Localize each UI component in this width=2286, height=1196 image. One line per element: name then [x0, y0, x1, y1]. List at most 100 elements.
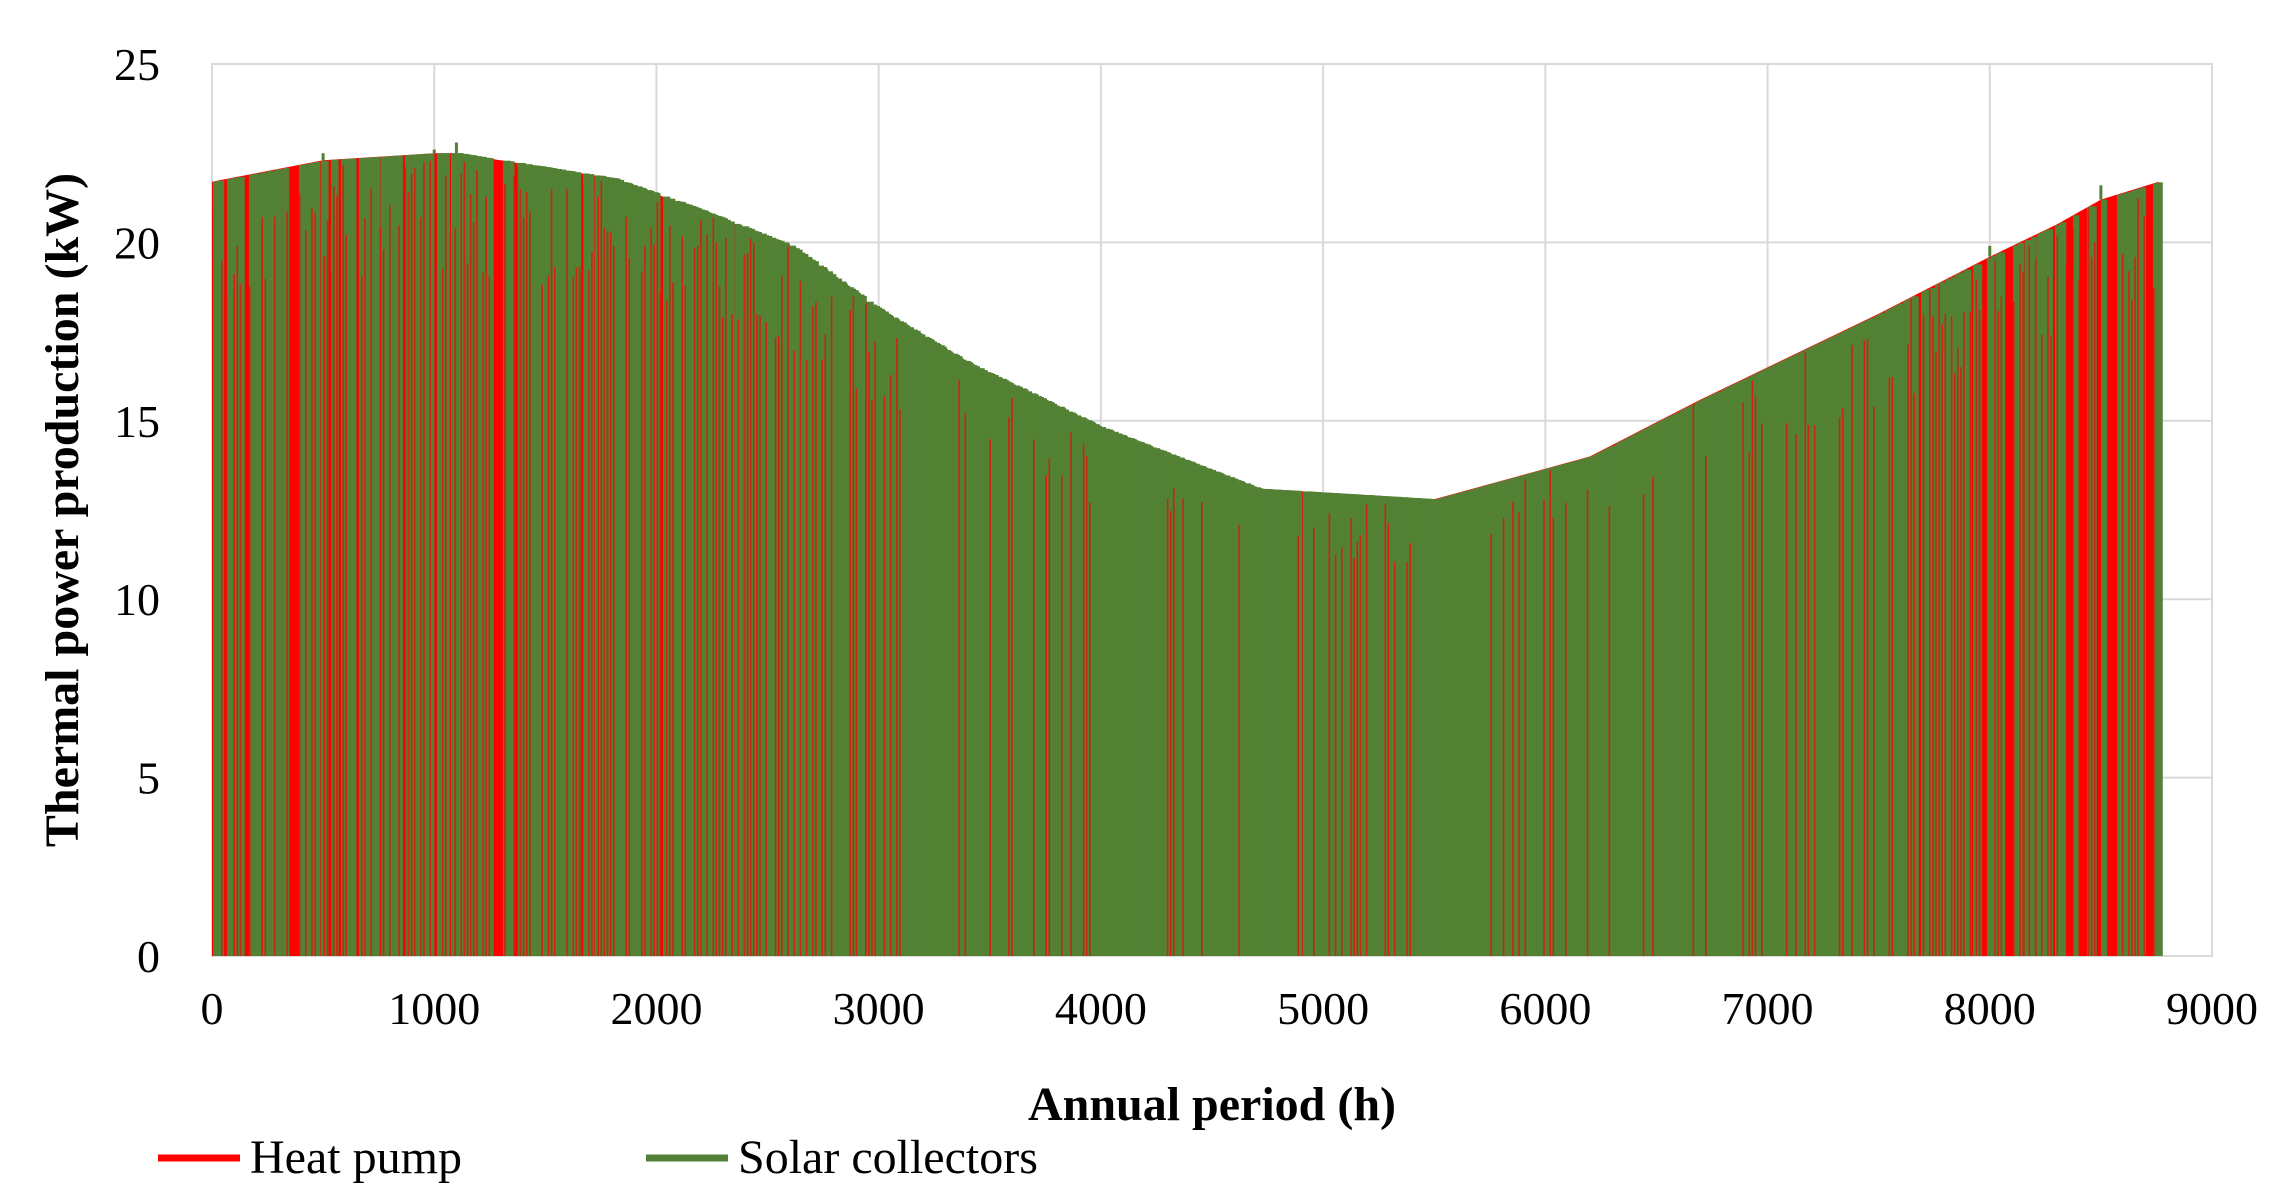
- x-tick-label: 0: [201, 983, 224, 1034]
- solar-collectors-bar: [444, 153, 450, 956]
- solar-collectors-bar: [1396, 497, 1403, 956]
- solar-collectors-bar: [2018, 242, 2025, 956]
- legend-label-solar-collectors: Solar collectors: [738, 1131, 1038, 1184]
- y-tick-label: 10: [114, 574, 160, 625]
- solar-collectors-bar: [384, 156, 392, 956]
- solar-collectors-bar: [350, 158, 357, 956]
- solar-collectors-bar: [1674, 412, 1682, 956]
- solar-collectors-bar: [346, 158, 354, 956]
- solar-collectors-bar: [1986, 258, 1995, 956]
- solar-collectors-bar: [664, 197, 671, 956]
- solar-collectors-bar: [1924, 290, 1932, 956]
- solar-collectors-bar: [1990, 256, 1997, 956]
- solar-collectors-bar: [1946, 278, 1955, 956]
- y-tick-label: 15: [114, 396, 160, 447]
- solar-collectors-bar: [598, 176, 607, 956]
- solar-collectors-bar: [362, 157, 370, 956]
- x-tick-label: 5000: [1277, 983, 1369, 1034]
- solar-collectors-bar: [1296, 491, 1303, 956]
- solar-collectors-bar: [260, 172, 268, 956]
- solar-collectors-bar: [1940, 281, 1948, 956]
- solar-collectors-bar: [918, 334, 926, 956]
- solar-collectors-bar: [226, 178, 234, 956]
- solar-collectors-bar: [372, 157, 381, 956]
- solar-collectors-bar: [298, 165, 305, 956]
- legend-item-solar-collectors: Solar collectors: [646, 1131, 1038, 1184]
- solar-collectors-bar: [866, 301, 874, 956]
- solar-collectors-bar: [2030, 236, 2037, 956]
- solar-collectors-bar: [834, 278, 843, 956]
- solar-collectors-bar: [268, 170, 276, 956]
- solar-collectors-bar: [474, 156, 483, 956]
- solar-collectors-bar: [1434, 499, 1442, 956]
- solar-collectors-bar: [506, 161, 515, 956]
- solar-collectors-bar: [582, 173, 590, 956]
- y-tick-label: 0: [137, 931, 160, 982]
- solar-collectors-bar: [1964, 269, 1972, 956]
- solar-collectors-bar: [502, 160, 511, 956]
- tick-labels: 0 1000 2000 3000 4000 5000 6000 7000 8000 9000 0 5 1…: [114, 39, 2258, 1034]
- solar-collectors-bar: [776, 240, 785, 956]
- solar-collectors-bar: [216, 180, 225, 956]
- solar-collectors-bar: [282, 168, 290, 956]
- solar-collectors-bar: [250, 174, 257, 956]
- solar-collectors-bar: [2156, 182, 2163, 956]
- solar-collectors-bar: [380, 156, 389, 956]
- solar-collectors-bar: [1912, 296, 1919, 956]
- solar-collectors-bar: [332, 159, 339, 956]
- solar-collectors-bar: [860, 297, 867, 956]
- solar-collectors-bar: [416, 154, 423, 956]
- solar-collectors-bar: [736, 224, 743, 956]
- solar-collectors-bar: [1974, 264, 1983, 956]
- solar-collectors-bar: [2088, 206, 2097, 956]
- solar-collectors-bar: [2100, 199, 2108, 956]
- solar-collectors-bar: [1898, 303, 1905, 956]
- legend-label-heat-pump: Heat pump: [250, 1131, 462, 1184]
- solar-collectors-bar: [724, 219, 731, 956]
- solar-collectors-bar: [518, 163, 527, 956]
- solar-collectors-bar: [2046, 229, 2053, 956]
- x-axis-title: Annual period (h): [1028, 1078, 1396, 1131]
- solar-collectors-bar: [436, 153, 444, 956]
- solar-collectors-bar: [2140, 187, 2147, 956]
- solar-collectors-bar: [1690, 404, 1699, 956]
- solar-collectors-bar: [310, 162, 317, 956]
- solar-collectors-bar: [1270, 489, 1279, 956]
- solar-collectors-bar: [2136, 188, 2144, 956]
- y-tick-label: 25: [114, 39, 160, 90]
- solar-collectors-bar: [574, 172, 582, 956]
- solar-collectors-bar: [616, 179, 625, 956]
- legend-item-heat-pump: Heat pump: [158, 1131, 462, 1184]
- series-layer: [212, 142, 2163, 956]
- solar-collectors-bar: [2072, 215, 2080, 956]
- solar-collectors-bar: [554, 169, 562, 956]
- solar-collectors-bar: [412, 154, 420, 956]
- solar-collectors-bar: [486, 158, 494, 956]
- legend: Heat pump Solar collectors: [158, 1131, 1038, 1184]
- x-tick-label: 7000: [1722, 983, 1814, 1034]
- solar-collectors-bar: [314, 161, 321, 956]
- solar-collectors-bar: [1146, 445, 1154, 956]
- solar-collectors-bar: [532, 165, 541, 956]
- y-tick-label: 20: [114, 217, 160, 268]
- x-tick-label: 9000: [2166, 983, 2258, 1034]
- solar-collectors-bar: [720, 218, 729, 956]
- solar-collectors-bar: [406, 155, 415, 956]
- x-tick-label: 3000: [833, 983, 925, 1034]
- solar-collectors-bar: [276, 169, 283, 956]
- y-tick-label: 5: [137, 753, 160, 804]
- solar-collectors-bar: [1050, 403, 1058, 956]
- x-tick-label: 1000: [388, 983, 480, 1034]
- solar-collectors-bar: [2120, 193, 2127, 956]
- x-tick-label: 6000: [1499, 983, 1591, 1034]
- solar-collectors-bar: [1062, 409, 1070, 956]
- solar-collectors-bar: [1880, 312, 1887, 956]
- solar-collectors-bar: [2012, 245, 2021, 956]
- solar-collectors-bar: [2060, 222, 2067, 956]
- x-tick-label: 8000: [1944, 983, 2036, 1034]
- series-heat-pump-lines: [212, 160, 2155, 956]
- solar-collectors-bar: [254, 173, 262, 956]
- solar-collectors-bar: [1516, 476, 1525, 956]
- solar-collectors-bar: [1716, 391, 1725, 956]
